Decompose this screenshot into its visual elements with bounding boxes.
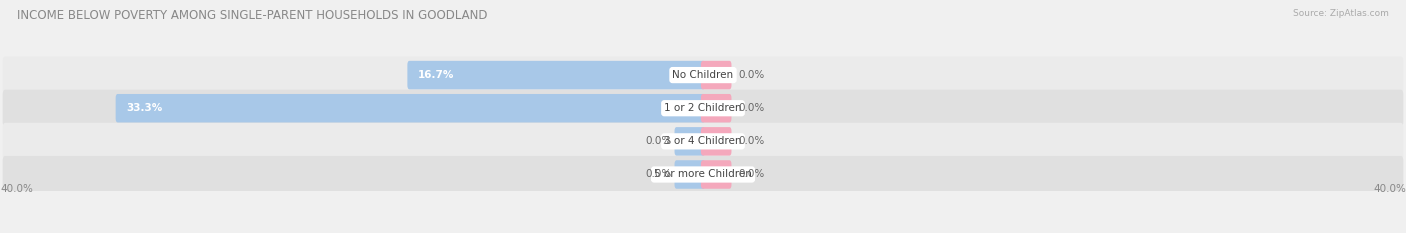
FancyBboxPatch shape (675, 127, 706, 156)
FancyBboxPatch shape (700, 127, 731, 156)
FancyBboxPatch shape (408, 61, 704, 89)
Text: INCOME BELOW POVERTY AMONG SINGLE-PARENT HOUSEHOLDS IN GOODLAND: INCOME BELOW POVERTY AMONG SINGLE-PARENT… (17, 9, 488, 22)
Text: 3 or 4 Children: 3 or 4 Children (664, 136, 742, 146)
Text: 0.0%: 0.0% (738, 103, 765, 113)
Text: Source: ZipAtlas.com: Source: ZipAtlas.com (1294, 9, 1389, 18)
Text: 1 or 2 Children: 1 or 2 Children (664, 103, 742, 113)
Text: 0.0%: 0.0% (738, 136, 765, 146)
Text: No Children: No Children (672, 70, 734, 80)
Text: 0.0%: 0.0% (645, 136, 672, 146)
FancyBboxPatch shape (675, 160, 706, 189)
Text: 40.0%: 40.0% (1374, 184, 1406, 194)
Text: 0.0%: 0.0% (738, 70, 765, 80)
FancyBboxPatch shape (115, 94, 706, 123)
FancyBboxPatch shape (3, 123, 1403, 160)
FancyBboxPatch shape (700, 94, 731, 123)
Text: 5 or more Children: 5 or more Children (654, 169, 752, 179)
Text: 0.0%: 0.0% (645, 169, 672, 179)
FancyBboxPatch shape (3, 156, 1403, 193)
Text: 33.3%: 33.3% (127, 103, 163, 113)
Text: 16.7%: 16.7% (419, 70, 454, 80)
Text: 40.0%: 40.0% (0, 184, 32, 194)
Text: 0.0%: 0.0% (738, 169, 765, 179)
FancyBboxPatch shape (700, 160, 731, 189)
FancyBboxPatch shape (3, 57, 1403, 94)
FancyBboxPatch shape (700, 61, 731, 89)
FancyBboxPatch shape (3, 90, 1403, 127)
